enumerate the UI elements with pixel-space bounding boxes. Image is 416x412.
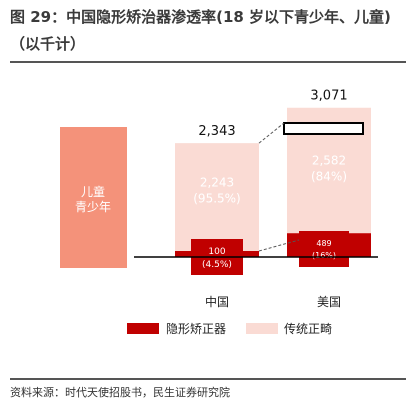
connector-top bbox=[258, 122, 285, 144]
total-label-1: 3,071 bbox=[310, 89, 347, 104]
aligner-value-label-0: 100 bbox=[208, 247, 225, 257]
side-block-label: 青少年 bbox=[75, 200, 111, 214]
side-block bbox=[60, 127, 127, 268]
legend-swatch-braces bbox=[246, 323, 278, 334]
category-label-0: 中国 bbox=[205, 294, 229, 309]
aligner-share-label-1: (16%) bbox=[312, 251, 336, 260]
bar-braces-0 bbox=[175, 143, 259, 257]
aligner-callout-1 bbox=[299, 231, 349, 267]
aligner-share-label-0: (4.5%) bbox=[202, 260, 232, 270]
highlight-box-top bbox=[283, 122, 364, 135]
legend-label-braces: 传统正畸 bbox=[284, 322, 333, 336]
figure-title: 图 29：中国隐形矫治器渗透率(18 岁以下青少年、儿童)（以千计） bbox=[10, 8, 391, 53]
side-block-label: 儿童 bbox=[81, 184, 105, 199]
legend: 隐形矫正器 传统正畸 bbox=[0, 320, 416, 338]
aligner-value-label-1: 489 bbox=[316, 239, 331, 248]
braces-share-label-1: (84%) bbox=[311, 169, 347, 183]
braces-value-label-0: 2,243 bbox=[200, 175, 234, 189]
title-divider bbox=[10, 61, 406, 63]
legend-label-aligner: 隐形矫正器 bbox=[166, 322, 227, 336]
connector-bottom bbox=[258, 239, 300, 252]
category-label-1: 美国 bbox=[317, 295, 341, 309]
braces-value-label-1: 2,582 bbox=[312, 153, 346, 167]
braces-share-label-0: (95.5%) bbox=[193, 191, 240, 205]
total-label-0: 2,343 bbox=[198, 124, 235, 139]
source-note: 资料来源：时代天使招股书，民生证券研究院 bbox=[10, 386, 230, 399]
legend-swatch-aligner bbox=[127, 323, 159, 334]
source-divider bbox=[10, 378, 406, 380]
